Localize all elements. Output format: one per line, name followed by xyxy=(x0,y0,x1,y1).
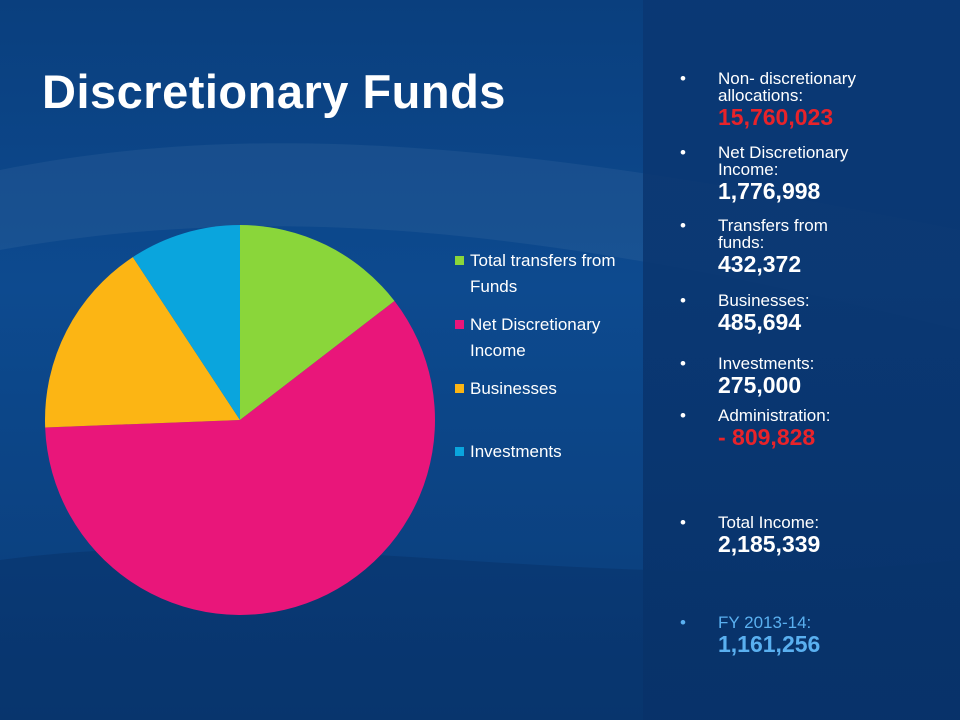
stat-fy-2013-14: • FY 2013-14: 1,161,256 xyxy=(680,614,950,657)
bullet: • xyxy=(680,513,686,532)
legend-label-transfers: Total transfers from Funds xyxy=(470,251,616,296)
stat-label: Total Income: xyxy=(718,513,820,532)
bullet: • xyxy=(680,69,686,88)
bullet: • xyxy=(680,354,686,373)
stat-label: FY 2013-14: xyxy=(718,613,812,632)
legend-item-investments: Investments xyxy=(455,439,655,465)
stat-net-discretionary-income: • Net Discretionary Income: 1,776,998 xyxy=(680,144,950,204)
legend-swatch-net-income xyxy=(455,320,464,329)
stat-label: Investments: xyxy=(718,354,815,373)
stat-value: 2,185,339 xyxy=(718,531,821,557)
stat-businesses: • Businesses: 485,694 xyxy=(680,292,950,335)
pie-slice-businesses xyxy=(45,257,240,428)
pie-chart xyxy=(45,225,436,615)
stat-administration: • Administration: - 809,828 xyxy=(680,407,950,450)
stat-value: 15,760,023 xyxy=(718,104,834,130)
stat-total-income: • Total Income: 2,185,339 xyxy=(680,514,950,557)
legend-item-transfers: Total transfers from Funds xyxy=(455,248,655,300)
legend-swatch-businesses xyxy=(455,384,464,393)
stats-panel-background xyxy=(643,0,960,720)
stat-value: 485,694 xyxy=(718,309,802,335)
stat-investments: • Investments: 275,000 xyxy=(680,355,950,398)
slide-title: Discretionary Funds xyxy=(42,65,506,118)
bullet: • xyxy=(680,406,686,425)
stat-label: Businesses: xyxy=(718,291,810,310)
pie-slice-investments xyxy=(132,225,240,420)
bullet: • xyxy=(680,143,686,162)
stat-non-discretionary: • Non- discretionary allocations: 15,760… xyxy=(680,70,950,130)
stat-label: Administration: xyxy=(718,406,831,425)
stat-value: 275,000 xyxy=(718,372,802,398)
stat-value: 432,372 xyxy=(718,251,802,277)
legend-label-investments: Investments xyxy=(470,442,562,461)
legend-item-net-income: Net Discretionary Income xyxy=(455,312,655,364)
stat-value: 1,776,998 xyxy=(718,178,821,204)
pie-slice-transfers xyxy=(240,225,395,420)
stat-value: - 809,828 xyxy=(718,424,816,450)
stat-label: Non- discretionary allocations: xyxy=(718,69,856,105)
bullet: • xyxy=(680,613,686,632)
bullet: • xyxy=(680,291,686,310)
bullet: • xyxy=(680,216,686,235)
legend-swatch-investments xyxy=(455,447,464,456)
stat-value: 1,161,256 xyxy=(718,631,821,657)
pie-slice-net-income xyxy=(45,301,436,615)
stat-transfers-from-funds: • Transfers from funds: 432,372 xyxy=(680,217,950,277)
legend-label-net-income: Net Discretionary Income xyxy=(470,315,601,360)
legend-item-businesses: Businesses xyxy=(455,376,655,402)
legend-swatch-transfers xyxy=(455,256,464,265)
stat-label: Transfers from funds: xyxy=(718,216,828,252)
stat-label: Net Discretionary Income: xyxy=(718,143,849,179)
legend-label-businesses: Businesses xyxy=(470,379,557,398)
